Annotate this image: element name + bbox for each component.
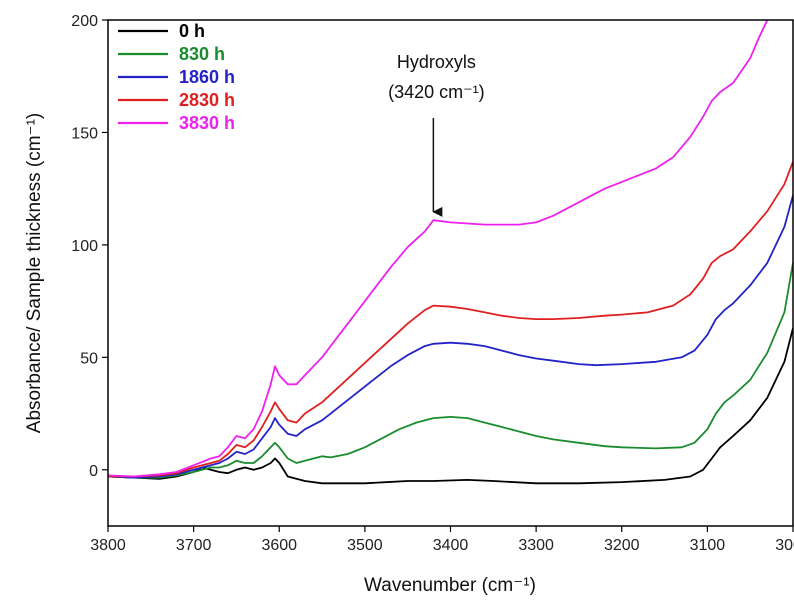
x-tick-label: 3300	[518, 537, 554, 554]
series-line-3	[108, 161, 793, 478]
x-tick-label: 3400	[433, 537, 469, 554]
x-tick-label: 3000	[775, 537, 794, 554]
series-line-4	[108, 20, 769, 478]
legend: 0 h 830 h 1860 h 2830 h 3830 h	[118, 21, 235, 133]
annotation-line-1: Hydroxyls	[397, 52, 476, 72]
legend-label-4: 3830 h	[179, 113, 235, 133]
y-tick-label: 200	[71, 13, 98, 30]
y-tick-label: 150	[71, 125, 98, 142]
y-tick-label: 50	[80, 350, 98, 367]
y-tick-label: 0	[89, 463, 98, 480]
series-line-1	[108, 262, 793, 479]
legend-label-3: 2830 h	[179, 90, 235, 110]
x-tick-label: 3200	[604, 537, 640, 554]
legend-label-2: 1860 h	[179, 67, 235, 87]
x-tick-label: 3700	[176, 537, 212, 554]
annotation-line-2: (3420 cm⁻¹)	[388, 82, 485, 102]
x-axis-title: Wavenumber (cm⁻¹)	[364, 575, 536, 596]
legend-label-1: 830 h	[179, 44, 225, 64]
y-tick-label: 100	[71, 238, 98, 255]
y-axis-title: Absorbance/ Sample thickness (cm⁻¹)	[24, 113, 45, 433]
x-tick-label: 3100	[690, 537, 726, 554]
legend-label-0: 0 h	[179, 21, 205, 41]
series-line-2	[108, 195, 793, 479]
x-tick-label: 3500	[347, 537, 383, 554]
hydroxyl-annotation: Hydroxyls (3420 cm⁻¹)	[388, 52, 485, 217]
series-line-0	[108, 327, 793, 485]
x-tick-label: 3600	[261, 537, 297, 554]
x-tick-label: 3800	[90, 537, 126, 554]
